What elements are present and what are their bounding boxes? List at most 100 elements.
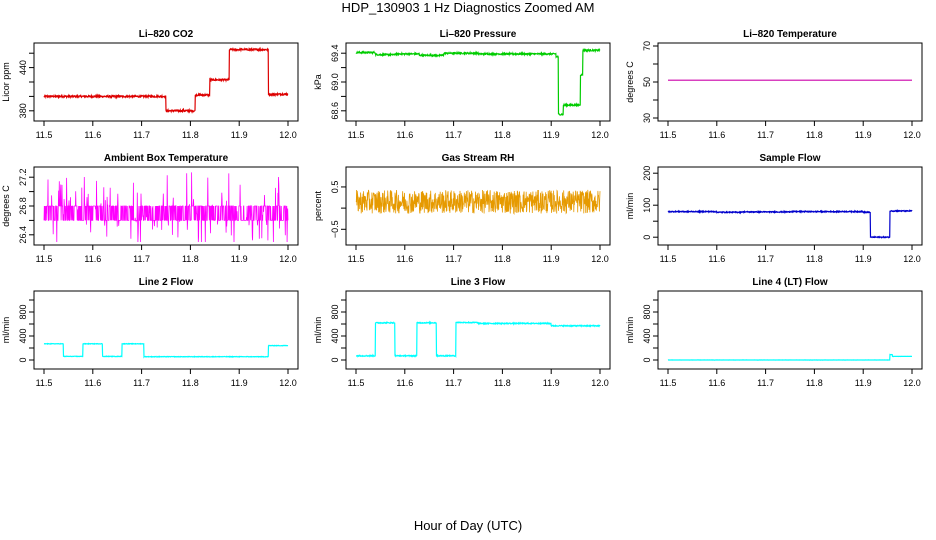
y-tick-label: 0 <box>642 235 652 240</box>
x-tick-label: 11.6 <box>396 378 413 388</box>
y-tick-label: 26.4 <box>18 226 28 244</box>
x-tick-label: 11.9 <box>543 130 560 140</box>
data-series-line <box>43 342 289 359</box>
x-tick-label: 12.0 <box>279 130 297 140</box>
x-tick-label: 11.6 <box>708 130 725 140</box>
x-tick-label: 11.8 <box>806 130 823 140</box>
plot-frame <box>345 166 611 246</box>
data-series-line <box>356 320 601 358</box>
y-tick-label: 0 <box>642 357 652 362</box>
y-tick-label: 100 <box>642 198 652 213</box>
x-tick-label: 11.8 <box>494 378 511 388</box>
panel-title: Li–820 Pressure <box>440 29 517 40</box>
x-tick-label: 11.7 <box>757 254 774 264</box>
panel-title: Gas Stream RH <box>442 153 515 164</box>
x-tick-label: 12.0 <box>903 378 921 388</box>
y-tick-label: 400 <box>642 328 652 343</box>
x-tick-label: 12.0 <box>903 130 921 140</box>
y-axis-label: ml/min <box>625 193 635 220</box>
data-series-line <box>43 46 289 114</box>
x-tick-label: 12.0 <box>591 254 609 264</box>
x-tick-label: 11.6 <box>396 254 413 264</box>
x-tick-label: 11.5 <box>36 378 53 388</box>
plot-frame <box>345 290 611 370</box>
plot-frame <box>657 290 923 370</box>
data-series-line <box>667 353 912 361</box>
panel-7: Line 2 Flow ml/min 11.5 11.6 11.7 11.8 11.9 12.… <box>1 277 299 388</box>
x-tick-label: 11.8 <box>182 130 199 140</box>
y-tick-label: 0 <box>18 357 28 362</box>
y-axis-label: Licor ppm <box>1 62 11 102</box>
y-tick-label: 0.5 <box>330 181 340 194</box>
y-tick-label: 0 <box>330 357 340 362</box>
x-tick-label: 11.6 <box>84 254 101 264</box>
x-tick-label: 11.9 <box>543 378 560 388</box>
data-series-line <box>43 172 289 243</box>
x-tick-label: 11.9 <box>543 254 560 264</box>
x-tick-label: 11.5 <box>36 254 53 264</box>
y-axis-label: percent <box>313 190 323 221</box>
x-tick-label: 11.7 <box>445 378 462 388</box>
y-tick-label: 30 <box>642 113 652 123</box>
x-tick-label: 11.7 <box>133 130 150 140</box>
y-axis-label: ml/min <box>625 317 635 344</box>
panel-title: Line 2 Flow <box>139 277 194 288</box>
x-tick-label: 11.5 <box>348 378 365 388</box>
data-series-line <box>667 208 913 239</box>
x-tick-label: 11.8 <box>182 378 199 388</box>
y-tick-label: −0.5 <box>330 220 340 238</box>
panel-9: Line 4 (LT) Flow ml/min 11.5 11.6 11.7 11.8 11… <box>625 277 923 388</box>
y-axis-label: ml/min <box>313 317 323 344</box>
y-axis-label: degrees C <box>1 185 11 227</box>
y-tick-label: 400 <box>18 328 28 343</box>
x-tick-label: 11.5 <box>660 378 677 388</box>
x-tick-label: 12.0 <box>279 254 297 264</box>
x-tick-label: 11.9 <box>855 130 872 140</box>
panel-5: Gas Stream RH percent 11.5 11.6 11.7 11.8 11.9… <box>313 153 611 264</box>
x-tick-label: 11.8 <box>494 254 511 264</box>
panel-2: Li–820 Pressure kPa 11.5 11.6 11.7 11.8 11.9 12… <box>313 29 611 140</box>
y-axis-label: ml/min <box>1 317 11 344</box>
panel-title: Sample Flow <box>759 153 820 164</box>
y-tick-label: 800 <box>18 304 28 319</box>
y-tick-label: 70 <box>642 41 652 51</box>
y-tick-label: 68.6 <box>330 102 340 120</box>
x-tick-label: 12.0 <box>903 254 921 264</box>
x-tick-label: 11.8 <box>806 254 823 264</box>
panel-6: Sample Flow ml/min 11.5 11.6 11.7 11.8 11.9 12.… <box>625 153 923 264</box>
x-tick-label: 11.5 <box>660 254 677 264</box>
x-tick-label: 11.7 <box>445 254 462 264</box>
y-tick-label: 800 <box>330 304 340 319</box>
y-tick-label: 50 <box>642 77 652 87</box>
x-tick-label: 11.8 <box>182 254 199 264</box>
y-tick-label: 200 <box>642 166 652 181</box>
x-tick-label: 11.5 <box>660 130 677 140</box>
y-axis-label: kPa <box>313 74 323 90</box>
x-tick-label: 11.5 <box>348 130 365 140</box>
x-tick-label: 11.8 <box>806 378 823 388</box>
y-tick-label: 27.2 <box>18 168 28 186</box>
plot-frame <box>33 290 299 370</box>
x-tick-label: 11.9 <box>855 378 872 388</box>
x-tick-label: 11.7 <box>445 130 462 140</box>
panel-title: Li–820 Temperature <box>743 29 837 40</box>
x-tick-label: 11.7 <box>757 378 774 388</box>
x-tick-label: 11.5 <box>348 254 365 264</box>
x-tick-label: 11.7 <box>133 254 150 264</box>
y-axis-label: degrees C <box>625 61 635 103</box>
x-tick-label: 11.9 <box>231 254 248 264</box>
y-tick-label: 69.4 <box>330 44 340 62</box>
x-tick-label: 11.8 <box>494 130 511 140</box>
x-tick-label: 11.9 <box>231 130 248 140</box>
panel-title: Ambient Box Temperature <box>104 153 229 164</box>
y-tick-label: 400 <box>330 328 340 343</box>
plot-frame <box>657 42 923 122</box>
y-tick-label: 440 <box>18 60 28 75</box>
y-tick-label: 69.0 <box>330 73 340 91</box>
x-tick-label: 11.6 <box>396 130 413 140</box>
x-tick-label: 11.6 <box>708 378 725 388</box>
figure-title: HDP_130903 1 Hz Diagnostics Zoomed AM <box>341 0 595 15</box>
x-tick-label: 12.0 <box>591 378 609 388</box>
y-tick-label: 26.8 <box>18 197 28 215</box>
